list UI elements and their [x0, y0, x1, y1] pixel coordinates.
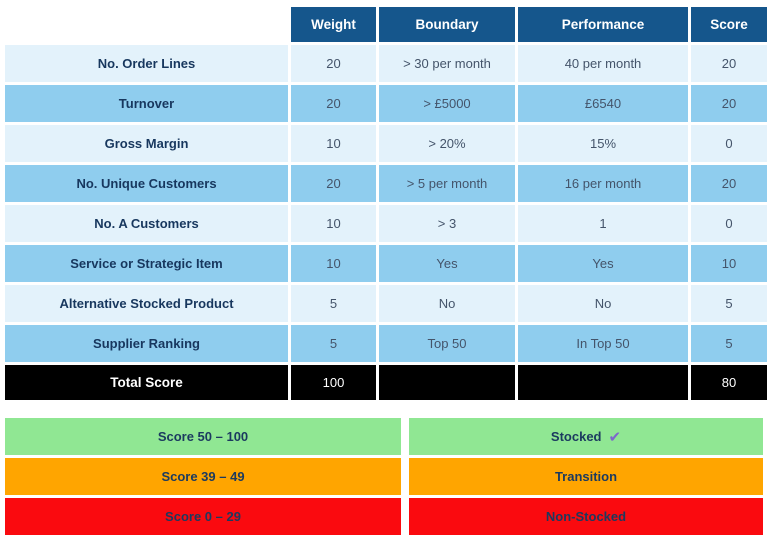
performance-value: In Top 50 [518, 325, 688, 362]
performance-value: Yes [518, 245, 688, 282]
total-score-row: Total Score 100 80 [5, 365, 768, 400]
legend-row-non-stocked: Score 0 – 29 Non-Stocked [5, 498, 768, 535]
legend-row-stocked: Score 50 – 100 Stocked ✔ [5, 418, 768, 455]
score-value: 5 [691, 285, 767, 322]
table-row: No. Unique Customers 20 > 5 per month 16… [5, 165, 768, 202]
total-boundary [379, 365, 515, 400]
legend-range: Score 0 – 29 [5, 498, 401, 535]
performance-value: £6540 [518, 85, 688, 122]
table-header-row: Weight Boundary Performance Score [5, 7, 768, 42]
score-value: 20 [691, 45, 767, 82]
legend-status: Stocked ✔ [409, 418, 763, 455]
table-row: Turnover 20 > £5000 £6540 20 [5, 85, 768, 122]
legend-range: Score 39 – 49 [5, 458, 401, 495]
table-row: Supplier Ranking 5 Top 50 In Top 50 5 [5, 325, 768, 362]
boundary-value: > 3 [379, 205, 515, 242]
boundary-value: > 20% [379, 125, 515, 162]
performance-value: 1 [518, 205, 688, 242]
table-row: Alternative Stocked Product 5 No No 5 [5, 285, 768, 322]
header-boundary: Boundary [379, 7, 515, 42]
weight-value: 10 [291, 245, 376, 282]
weight-value: 20 [291, 45, 376, 82]
boundary-value: No [379, 285, 515, 322]
score-value: 20 [691, 165, 767, 202]
legend-status: Transition [409, 458, 763, 495]
performance-value: 40 per month [518, 45, 688, 82]
row-label: No. Unique Customers [5, 165, 288, 202]
total-label: Total Score [5, 365, 288, 400]
weight-value: 5 [291, 285, 376, 322]
header-performance: Performance [518, 7, 688, 42]
stocking-score-table: Weight Boundary Performance Score No. Or… [5, 7, 768, 403]
score-value: 10 [691, 245, 767, 282]
score-legend: Score 50 – 100 Stocked ✔ Score 39 – 49 T… [5, 418, 768, 538]
table-row: Service or Strategic Item 10 Yes Yes 10 [5, 245, 768, 282]
boundary-value: > £5000 [379, 85, 515, 122]
check-icon: ✔ [608, 428, 622, 446]
weight-value: 20 [291, 165, 376, 202]
legend-status-label: Stocked [550, 429, 602, 444]
boundary-value: > 5 per month [379, 165, 515, 202]
row-label: Alternative Stocked Product [5, 285, 288, 322]
weight-value: 20 [291, 85, 376, 122]
legend-range: Score 50 – 100 [5, 418, 401, 455]
header-score: Score [691, 7, 767, 42]
row-label: Service or Strategic Item [5, 245, 288, 282]
total-performance [518, 365, 688, 400]
legend-row-transition: Score 39 – 49 Transition [5, 458, 768, 495]
weight-value: 5 [291, 325, 376, 362]
score-value: 0 [691, 205, 767, 242]
total-weight: 100 [291, 365, 376, 400]
row-label: Supplier Ranking [5, 325, 288, 362]
performance-value: 15% [518, 125, 688, 162]
score-value: 0 [691, 125, 767, 162]
table-row: No. A Customers 10 > 3 1 0 [5, 205, 768, 242]
weight-value: 10 [291, 205, 376, 242]
header-empty-cell [5, 7, 288, 42]
header-weight: Weight [291, 7, 376, 42]
performance-value: No [518, 285, 688, 322]
weight-value: 10 [291, 125, 376, 162]
row-label: Turnover [5, 85, 288, 122]
boundary-value: Top 50 [379, 325, 515, 362]
performance-value: 16 per month [518, 165, 688, 202]
legend-status: Non-Stocked [409, 498, 763, 535]
table-row: Gross Margin 10 > 20% 15% 0 [5, 125, 768, 162]
score-value: 5 [691, 325, 767, 362]
table-row: No. Order Lines 20 > 30 per month 40 per… [5, 45, 768, 82]
boundary-value: Yes [379, 245, 515, 282]
total-score: 80 [691, 365, 767, 400]
row-label: No. Order Lines [5, 45, 288, 82]
row-label: No. A Customers [5, 205, 288, 242]
score-value: 20 [691, 85, 767, 122]
row-label: Gross Margin [5, 125, 288, 162]
boundary-value: > 30 per month [379, 45, 515, 82]
